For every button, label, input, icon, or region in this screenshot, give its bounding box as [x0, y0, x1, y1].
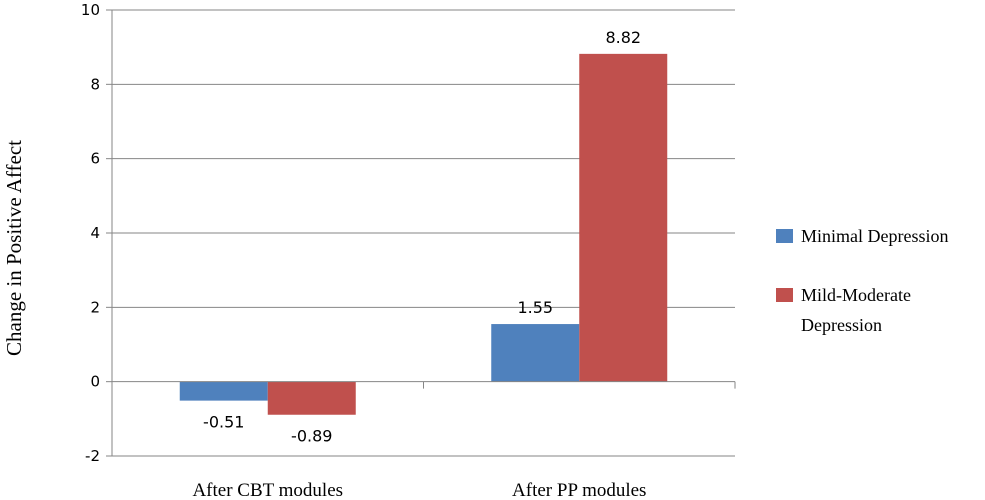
bar-mild-moderate	[267, 381, 356, 415]
y-tick-label: -2	[85, 447, 100, 465]
y-tick-label: 4	[90, 224, 100, 242]
legend-label: Mild-Moderate	[801, 285, 911, 305]
y-tick-label: 10	[81, 1, 100, 19]
category-labels: After CBT modules After PP modules	[192, 480, 646, 500]
category-label: After CBT modules	[192, 480, 343, 500]
legend: Minimal Depression Mild-Moderate Depressio…	[776, 226, 948, 335]
category-label: After PP modules	[512, 480, 646, 500]
y-tick-label: 6	[90, 150, 100, 168]
gridlines	[112, 9, 735, 457]
bar-minimal	[179, 381, 268, 401]
data-labels: -0.51 1.55 -0.89 8.82	[203, 28, 641, 446]
axes	[106, 9, 736, 457]
y-tick-label: 2	[90, 298, 100, 316]
legend-swatch	[776, 229, 793, 243]
legend-label: Minimal Depression	[801, 226, 948, 246]
data-label: 8.82	[605, 28, 641, 47]
bars	[179, 53, 668, 415]
legend-swatch	[776, 288, 793, 302]
data-label: 1.55	[517, 298, 553, 317]
y-axis-label: Change in Positive Affect	[2, 140, 26, 356]
bar-mild-moderate	[579, 53, 668, 382]
y-tick-label: 0	[90, 373, 100, 391]
data-label: -0.89	[291, 427, 332, 446]
bar-minimal	[491, 324, 580, 382]
legend-label: Depression	[801, 315, 882, 335]
y-tick-label: 8	[90, 75, 100, 93]
data-label: -0.51	[203, 413, 244, 432]
y-tick-labels: -2 0 2 4 6 8 10	[81, 1, 100, 465]
